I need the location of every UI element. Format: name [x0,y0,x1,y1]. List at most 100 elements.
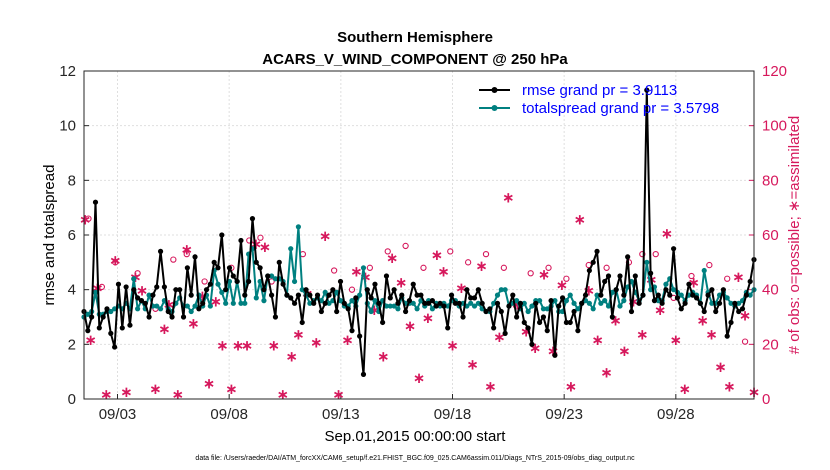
totalspread-point [326,300,332,306]
totalspread-point [491,300,497,306]
totalspread-point [395,306,401,312]
obs-assimilated-marker: ∗ [696,312,709,330]
obs-assimilated-marker: ∗ [259,238,272,256]
y-axis-label-right: # of obs: o=possible; ∗=assimilated [786,116,803,355]
totalspread-point [475,300,481,306]
totalspread-point [92,289,99,295]
x-tick-label: 09/13 [322,406,360,423]
rmse-point [705,292,711,298]
rmse-point [322,300,328,306]
obs-possible-marker [85,215,92,222]
legend-label-totalspread: totalspread grand pr = 3.5798 [522,100,719,117]
obs-assimilated-marker: ∗ [678,380,691,398]
rmse-point [288,295,294,301]
totalspread-point [429,306,435,312]
obs-assimilated-marker: ∗ [466,355,479,373]
totalspread-point [540,306,547,312]
rmse-point [736,308,742,315]
rmse-point [291,300,298,306]
rmse-point [559,295,566,301]
rmse-point [96,325,102,331]
obs-assimilated-marker: ∗ [502,189,515,207]
obs-assimilated-marker: ∗ [455,279,468,297]
totalspread-point [192,303,198,309]
rmse-point [605,273,612,279]
rmse-point [682,300,688,306]
totalspread-point [272,276,279,282]
totalspread-point [349,298,355,304]
obs-possible-marker [603,264,610,271]
rmse-point [697,300,704,306]
rmse-point [460,314,466,320]
totalspread-point [219,289,225,295]
rmse-point [487,306,493,312]
rmse-point [100,314,106,320]
y-tick-label-right: 20 [762,336,779,353]
totalspread-point [671,287,677,293]
rmse-point [353,295,359,301]
obs-assimilated-marker: ∗ [268,336,281,354]
rmse-point [154,284,160,290]
rmse-point [211,259,217,265]
rmse-point [173,287,179,293]
grid [84,70,754,400]
rmse-point [376,300,382,306]
obs-assimilated-marker: ∗ [437,263,450,281]
totalspread-point [502,287,508,293]
obs-assimilated-marker: ∗ [310,334,323,352]
rmse-point [372,281,378,287]
rmse-point [732,300,738,306]
obs-possible-marker [183,250,190,258]
totalspread-point [387,303,393,309]
rmse-point [582,292,589,298]
obs-possible-marker [639,250,646,258]
y-tick-label-right: 80 [762,172,779,189]
rmse-point [180,314,187,320]
totalspread-point [571,300,577,306]
rmse-point [598,292,604,298]
rmse-point [498,308,504,315]
rmse-point [517,300,524,306]
rmse-point [464,287,470,293]
totalspread-point [525,308,531,315]
rmse-point [693,295,700,301]
rmse-point [636,300,642,306]
rmse-point [441,303,447,309]
obs-assimilated-marker: ∗ [600,364,613,382]
rmse-point [192,254,198,260]
rmse-point [678,306,684,312]
x-tick-label: 09/18 [434,406,472,423]
rmse-point [246,278,252,285]
obs-assimilated-marker: ∗ [100,386,113,404]
legend-label-rmse: rmse grand pr = 3.9113 [522,82,677,99]
rmse-point [663,287,669,293]
totalspread-point [701,267,707,274]
rmse-point [590,259,596,265]
obs-assimilated-marker: ∗ [574,211,587,229]
totalspread-point [238,300,244,306]
obs-possible-marker [447,248,454,255]
rmse-point [552,352,558,358]
obs-assimilated-marker: ∗ [341,331,354,349]
rmse-point [563,319,570,326]
obs-possible-marker [330,267,338,274]
rmse-point [108,330,114,336]
rmse-point [169,314,175,320]
rmse-point [307,292,313,298]
rmse-point [429,298,435,304]
x-axis-label: Sep.01,2015 00:00:00 start [325,428,507,445]
totalspread-point [223,300,229,306]
totalspread-point [372,298,378,304]
obs-assimilated-marker: ∗ [386,249,399,267]
obs-assimilated-marker: ∗ [413,369,426,387]
obs-possible-marker [741,338,749,345]
y-tick-label-left: 2 [68,336,76,353]
obs-possible-marker [688,272,695,280]
obs-assimilated-marker: ∗ [714,358,727,376]
rmse-point [609,314,615,320]
obs-possible-marker [500,264,508,271]
rmse-point [529,341,535,347]
y-axis-left: 0 2 4 6 8 10 12 [59,63,89,408]
totalspread-point [299,287,305,293]
rmse-point [314,292,321,298]
